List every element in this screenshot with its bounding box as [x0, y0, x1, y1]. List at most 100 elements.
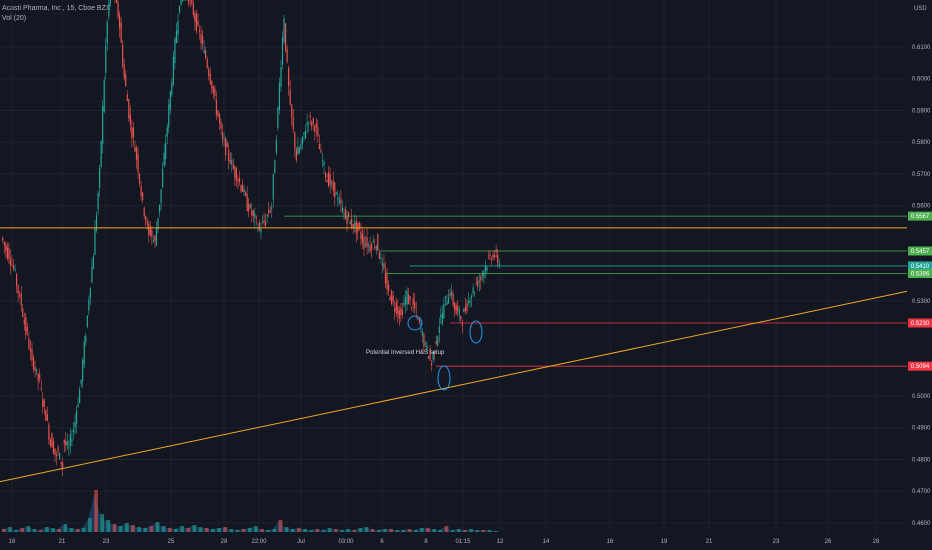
candle-body: [364, 243, 367, 246]
candle-body: [66, 441, 68, 446]
level-label: 0.5410: [911, 264, 930, 270]
volume-bar: [469, 529, 473, 532]
volume-bar: [161, 526, 166, 532]
candle-body: [109, 0, 111, 4]
candle-body: [252, 210, 254, 216]
candle-body: [39, 374, 41, 379]
candle-body: [346, 216, 348, 224]
candle-body: [178, 5, 181, 13]
candle-body: [281, 37, 284, 65]
candle-body: [391, 290, 393, 304]
candle-body: [103, 79, 105, 112]
volume-bar: [278, 520, 283, 532]
candle-body: [211, 81, 213, 89]
candle-body: [203, 49, 205, 53]
volume-bar: [155, 522, 160, 532]
candle-body: [12, 265, 15, 269]
candle-body: [338, 200, 340, 203]
volume-bar: [137, 527, 141, 532]
x-tick-label: 12: [497, 539, 504, 545]
candle-body: [400, 307, 402, 316]
candle-body: [146, 222, 148, 225]
candle-body: [329, 174, 331, 186]
candle-body: [278, 82, 281, 110]
candle-body: [197, 20, 199, 25]
volume-area: [2, 494, 500, 532]
candle-body: [497, 254, 499, 263]
level-label: 0.5230: [911, 321, 930, 327]
candle-body: [449, 293, 451, 296]
volume-bar: [235, 530, 240, 532]
candle-body: [142, 192, 144, 201]
candle-body: [277, 107, 279, 128]
x-tick-label: Jul: [297, 539, 305, 545]
candle-body: [275, 139, 277, 153]
candle-body: [240, 185, 242, 192]
candle-body: [75, 410, 78, 424]
candle-body: [480, 276, 482, 281]
candle-body: [454, 302, 456, 311]
candle-body: [372, 241, 374, 243]
candle-body: [69, 434, 71, 447]
candle-body: [286, 49, 288, 62]
volume-bar: [100, 514, 105, 532]
candle-body: [9, 258, 12, 266]
volume-bar: [413, 530, 418, 532]
candle-body: [481, 273, 483, 276]
candle-body: [37, 373, 39, 381]
volume-bars: [2, 490, 500, 532]
candle-body: [49, 439, 52, 446]
volume-bar: [297, 528, 301, 532]
candle-body: [123, 64, 125, 79]
candle-body: [395, 301, 397, 314]
volume-bar: [45, 527, 49, 532]
candle-body: [221, 132, 224, 139]
level-badge: [908, 211, 932, 221]
x-tick-label: 26: [825, 539, 832, 545]
candle-body: [231, 160, 233, 165]
candle-body: [361, 234, 364, 244]
candle-body: [318, 144, 320, 150]
volume-bar: [94, 490, 98, 532]
candle-body: [23, 319, 25, 325]
y-tick-label: 0.5300: [912, 299, 931, 305]
x-tick-label: 23: [773, 539, 780, 545]
candle-body: [309, 115, 311, 118]
candle-body: [475, 282, 477, 284]
candle-body: [427, 356, 430, 359]
volume-bar: [266, 530, 271, 532]
candle-body: [438, 326, 440, 334]
candle-body: [86, 315, 88, 327]
candle-body: [143, 207, 145, 216]
candle-body: [441, 312, 443, 325]
candle-body: [455, 305, 457, 315]
volume-bar: [75, 529, 80, 532]
level-label: 0.5386: [911, 272, 930, 278]
candle-body: [255, 216, 257, 218]
x-tick-label: 21: [59, 539, 66, 545]
candle-body: [32, 357, 35, 370]
candle-body: [29, 348, 32, 352]
candle-body: [472, 287, 474, 294]
candle-body: [450, 291, 453, 296]
candle-body: [145, 216, 147, 223]
candle-body: [79, 389, 81, 403]
candle-body: [403, 303, 405, 305]
candle-body: [265, 222, 267, 226]
candle-body: [74, 422, 76, 428]
volume-bar: [303, 529, 307, 532]
candle-body: [138, 173, 141, 184]
candle-body: [311, 122, 313, 127]
candle-body: [349, 221, 351, 225]
volume-bar: [168, 528, 172, 532]
candle-body: [352, 224, 354, 228]
candle-body: [214, 88, 216, 96]
candle-body: [108, 2, 110, 17]
x-tick-label: 28: [221, 539, 228, 545]
candle-body: [334, 182, 336, 198]
y-tick-label: 0.5900: [912, 108, 931, 114]
volume-bar: [38, 530, 43, 532]
volume-bar: [315, 529, 320, 532]
x-axis: 18 21 23 25 28 22:00 Jul 03:00 6 8 01:15 12 14 16 19 21…: [9, 0, 880, 545]
